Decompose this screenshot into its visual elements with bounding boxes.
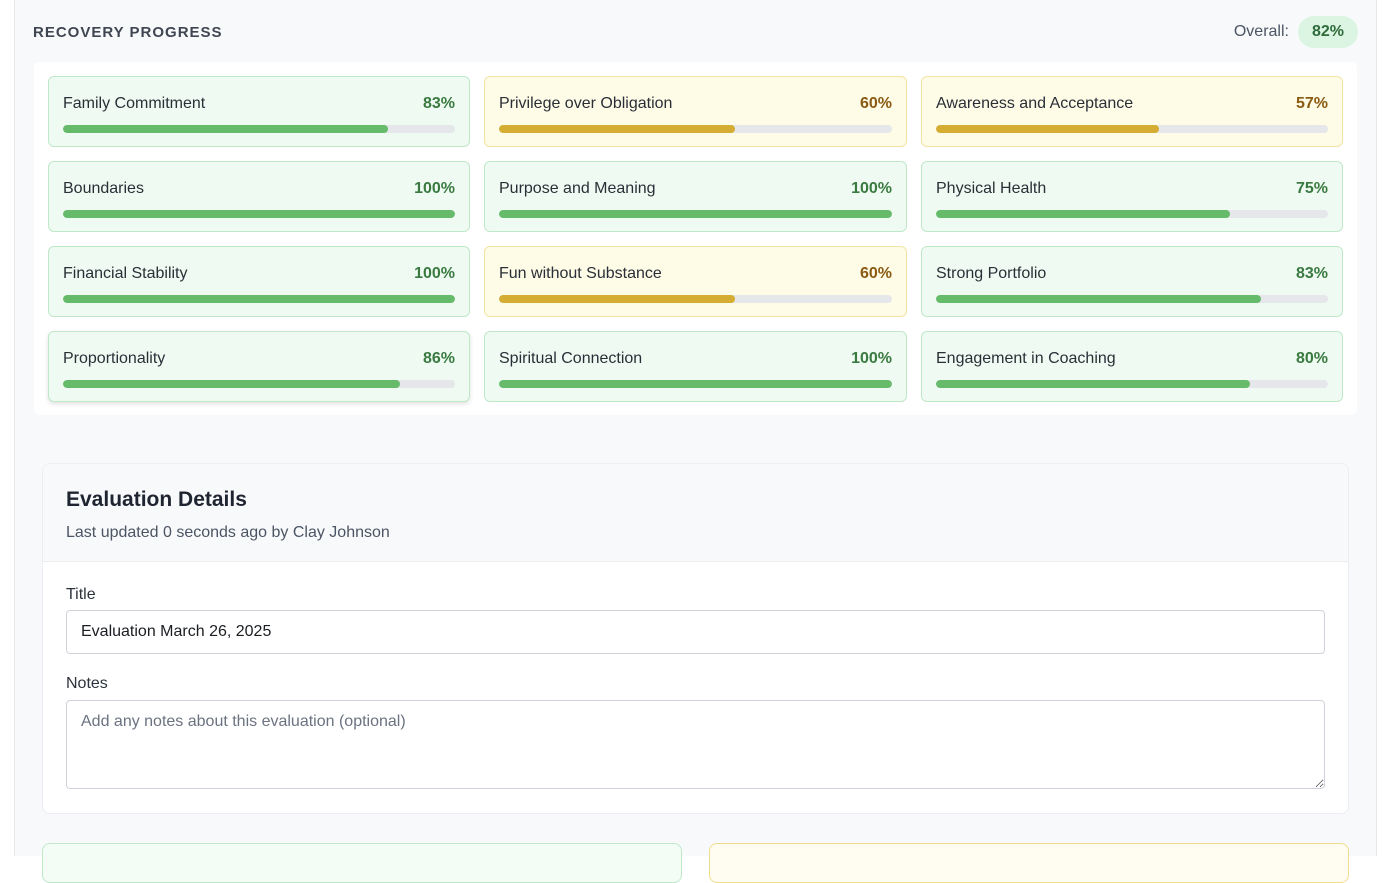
category-card[interactable]: Financial Stability 100% [48,246,470,317]
category-name: Strong Portfolio [936,265,1047,282]
category-card[interactable]: Proportionality 86% [48,331,470,402]
category-card[interactable]: Family Commitment 83% [48,76,470,147]
category-name: Spiritual Connection [499,350,643,367]
category-percent: 100% [851,180,892,197]
category-percent: 60% [859,265,892,282]
category-name: Fun without Substance [499,265,662,282]
progress-bar [63,125,455,133]
category-card[interactable]: Engagement in Coaching 80% [921,331,1343,402]
progress-bar [936,125,1328,133]
category-name: Purpose and Meaning [499,180,656,197]
category-card[interactable]: Physical Health 75% [921,161,1343,232]
right-divider [1376,0,1377,856]
progress-title: RECOVERY PROGRESS [33,23,223,41]
title-label: Title [66,586,96,603]
category-percent: 100% [851,350,892,367]
progress-bar-fill [936,125,1160,133]
progress-bar [63,295,455,303]
category-name: Family Commitment [63,95,206,112]
category-name: Awareness and Acceptance [936,95,1134,112]
evaluation-details-card: Evaluation Details Last updated 0 second… [42,463,1349,814]
category-percent: 57% [1295,95,1328,112]
progress-bar [499,210,892,218]
overall-badge: 82% [1297,16,1358,48]
title-input[interactable] [66,610,1325,654]
progress-bar-fill [499,125,735,133]
progress-header: RECOVERY PROGRESS Overall: 82% [33,16,1358,48]
category-card[interactable]: Fun without Substance 60% [484,246,907,317]
category-percent: 80% [1295,350,1328,367]
category-name: Engagement in Coaching [936,350,1116,367]
category-name: Financial Stability [63,265,188,282]
progress-bar-fill [936,210,1230,218]
progress-bar [499,380,892,388]
category-percent: 100% [414,265,455,282]
progress-bar-fill [63,380,401,388]
progress-bar-fill [63,125,389,133]
category-name: Boundaries [63,180,144,197]
category-card[interactable]: Spiritual Connection 100% [484,331,907,402]
overall-score: Overall: 82% [1234,16,1358,48]
summary-card-growth [709,843,1349,883]
category-card[interactable]: Purpose and Meaning 100% [484,161,907,232]
progress-bar-fill [499,380,892,388]
category-name: Physical Health [936,180,1047,197]
category-percent: 83% [422,95,455,112]
notes-label: Notes [66,675,108,692]
progress-bar [499,295,892,303]
category-percent: 100% [414,180,455,197]
progress-bar-fill [936,380,1250,388]
progress-bar [63,380,455,388]
category-card[interactable]: Boundaries 100% [48,161,470,232]
progress-bar [499,125,892,133]
progress-bar [936,380,1328,388]
category-name: Privilege over Obligation [499,95,673,112]
progress-bar-fill [499,210,892,218]
category-grid: Family Commitment 83% Privilege over Obli… [48,76,1343,402]
progress-bar-fill [63,210,455,218]
category-percent: 86% [422,350,455,367]
progress-bar [936,210,1328,218]
progress-bar-fill [936,295,1262,303]
left-divider [14,0,15,856]
category-panel: Family Commitment 83% Privilege over Obli… [34,62,1357,415]
category-card[interactable]: Privilege over Obligation 60% [484,76,907,147]
last-updated-text: Last updated 0 seconds ago by Clay Johns… [66,524,390,541]
summary-card-strengths [42,843,682,883]
category-card[interactable]: Strong Portfolio 83% [921,246,1343,317]
category-card[interactable]: Awareness and Acceptance 57% [921,76,1343,147]
evaluation-form: Title Notes [43,562,1348,794]
progress-bar [63,210,455,218]
evaluation-header: Evaluation Details Last updated 0 second… [43,464,1348,562]
progress-bar-fill [63,295,455,303]
category-percent: 60% [859,95,892,112]
overall-label: Overall: [1233,23,1289,40]
notes-textarea[interactable] [66,700,1325,789]
category-name: Proportionality [63,350,166,367]
evaluation-heading: Evaluation Details [66,488,247,511]
progress-bar-fill [499,295,735,303]
progress-bar [936,295,1328,303]
category-percent: 83% [1295,265,1328,282]
category-percent: 75% [1295,180,1328,197]
